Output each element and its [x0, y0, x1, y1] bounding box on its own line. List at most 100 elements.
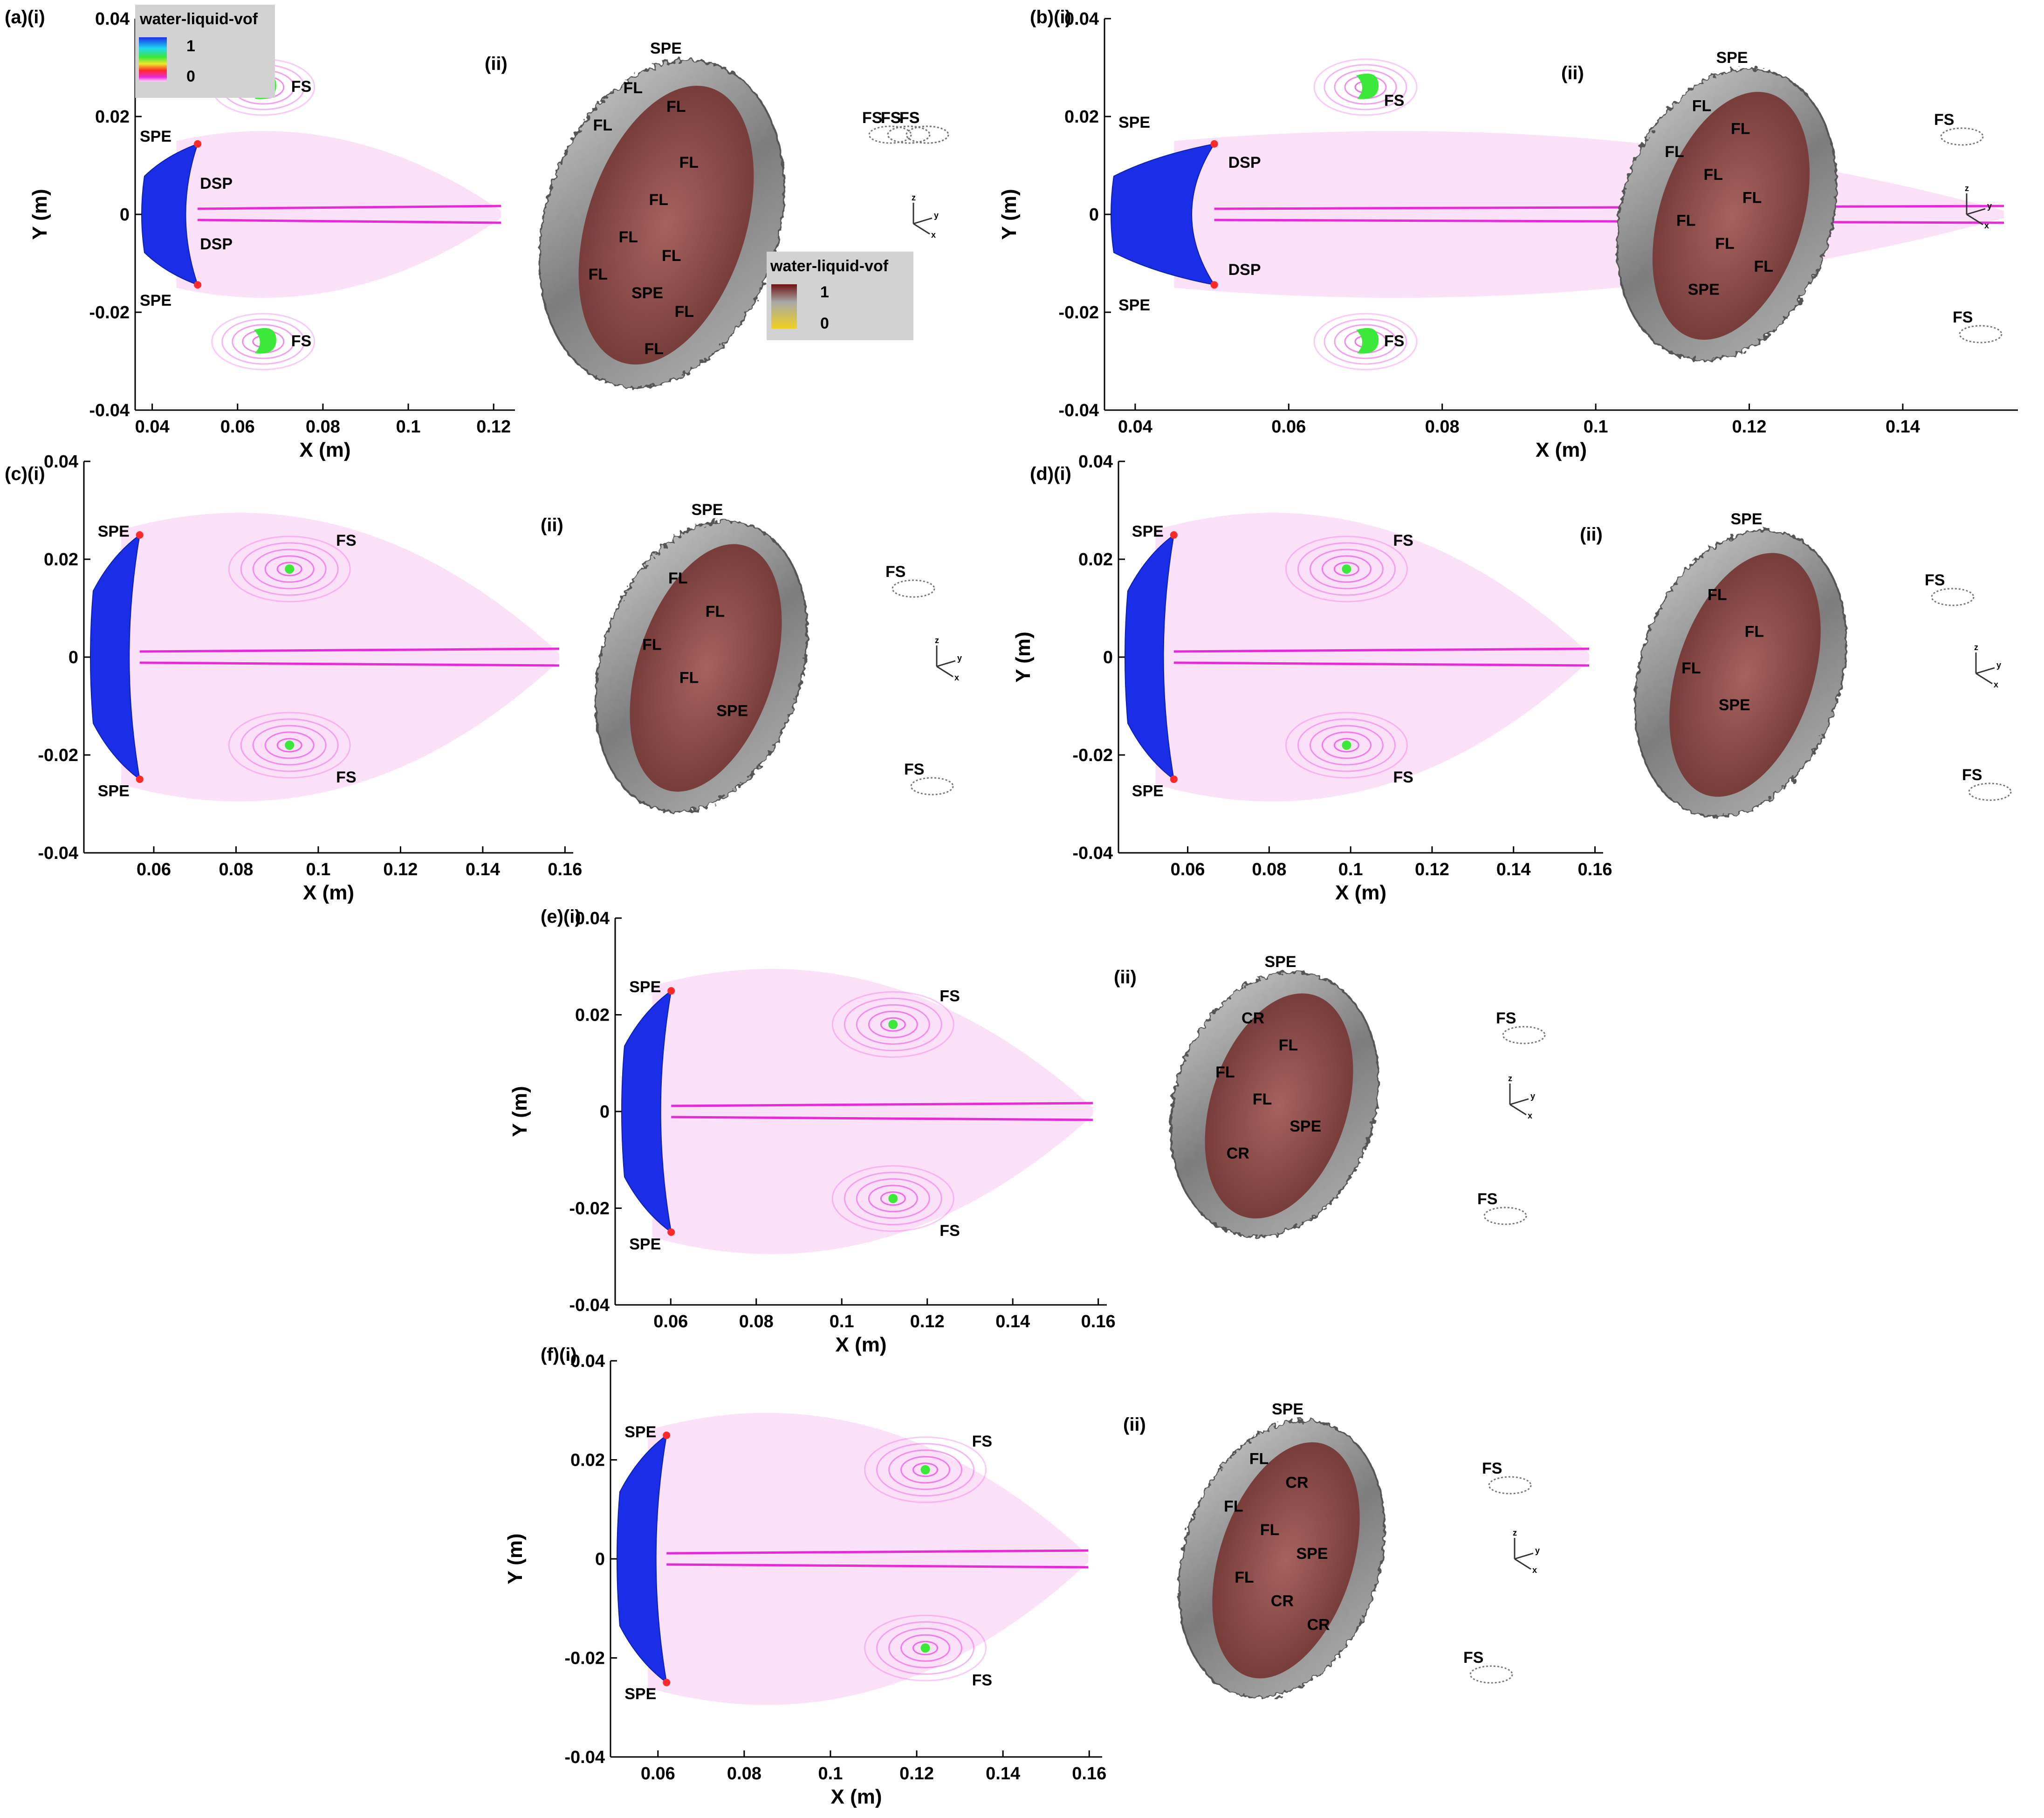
annotation-label-3d: FL [1665, 143, 1684, 161]
annotation-label-2d: SPE [140, 292, 171, 309]
fragment-cloud [1968, 782, 2012, 801]
fragment-cloud [892, 579, 935, 598]
y-tick-label: 0.02 [1078, 550, 1113, 569]
vortex-ring [1324, 64, 1407, 110]
annotation-label-3d: FS [1463, 1649, 1483, 1667]
y-axis-title: Y (m) [998, 189, 1021, 240]
vof-render-3d: (ii) SPE CR FL FL FL SPE CR FS FS z y x [1114, 953, 1546, 1238]
annotation-label-2d: SPE [1118, 296, 1150, 314]
annotation-label-2d: FS [940, 987, 960, 1005]
annotation-label-3d: FL [642, 636, 662, 653]
triad-y-label: y [1530, 1091, 1535, 1101]
wake-region [648, 1413, 1088, 1705]
triad-y-label: y [1535, 1546, 1540, 1555]
edge-spot [136, 531, 144, 539]
annotation-label-3d: FS [1962, 766, 1982, 784]
annotation-label-3d: FS [881, 109, 901, 127]
annotation-label-2d: FS [336, 532, 356, 549]
annotation-label-3d: FL [1731, 120, 1750, 138]
fragment-green [920, 1465, 930, 1475]
triad-x-label: x [1532, 1565, 1537, 1575]
annotation-label-3d: FL [1704, 166, 1723, 184]
annotation-label-3d: FL [679, 669, 699, 687]
triad-x [936, 665, 953, 678]
vortex-ring [264, 731, 315, 759]
vortex-ring [1324, 318, 1407, 365]
vortex-ring [876, 1621, 975, 1675]
annotation-label-3d: FL [1235, 1569, 1254, 1586]
wake-streak [666, 1549, 1089, 1555]
annotation-label-3d: FL [668, 569, 688, 587]
vortex-ring [1321, 731, 1372, 759]
annotation-label-2d: DSP [200, 235, 233, 253]
annotation-label-3d: FL [1692, 97, 1712, 115]
y-tick-label: 0.02 [95, 107, 130, 127]
fragment-green [1356, 328, 1379, 354]
x-tick-label: 0.06 [220, 417, 255, 437]
edge-spot [1170, 531, 1178, 539]
y-tick-label: -0.04 [38, 844, 78, 863]
vortex-ring [276, 562, 302, 576]
vortex-ring [831, 991, 954, 1058]
vortex-ring [856, 1178, 930, 1219]
x-tick-label: 0.16 [1072, 1764, 1106, 1784]
x-tick-label: 0.06 [653, 1312, 688, 1331]
vortex-ring [252, 549, 327, 590]
x-tick-label: 0.12 [476, 417, 511, 437]
droplet-3d-core [1669, 553, 1821, 797]
vof-render-3d: (ii) SPE FL FL FL FL SPE FS FS z y x [541, 501, 962, 813]
fragment-cloud [1483, 1207, 1527, 1225]
y-tick-label: 0 [120, 205, 130, 225]
y-tick-label: 0 [595, 1550, 605, 1569]
wake-streak [139, 647, 560, 653]
x-tick-label: 0.08 [1252, 860, 1286, 879]
coordinate-triad: z y x [1508, 1074, 1535, 1120]
fragment-cloud [868, 125, 912, 144]
x-axis-title: X (m) [836, 1333, 887, 1356]
vortex-ring [1285, 712, 1408, 779]
y-tick-label: -0.02 [38, 746, 78, 765]
annotation-label-2d: FS [291, 78, 311, 96]
fragment-cloud [1931, 588, 1975, 606]
wake-region [652, 968, 1093, 1255]
annotation-label-3d: SPE [1719, 696, 1750, 714]
triad-z-label: z [935, 636, 939, 645]
x-tick-label: 0.08 [727, 1764, 761, 1784]
annotation-label-3d: SPE [1716, 49, 1748, 67]
x-tick-label: 0.06 [137, 860, 171, 879]
annotation-label-2d: DSP [1228, 261, 1261, 279]
panel-label-i: (d)(i) [1030, 464, 1071, 484]
x-tick-label: 0.12 [910, 1312, 945, 1331]
wake-region [1155, 513, 1589, 802]
vortex-ring [1334, 69, 1397, 105]
triad-x-label: x [931, 230, 936, 240]
vortex-ring [844, 997, 942, 1051]
y-tick-label: -0.04 [569, 1296, 610, 1315]
annotation-label-3d: FL [666, 98, 686, 116]
panel-d: (d)(i) 0.06 0.08 0.1 0.12 0.14 0.16 0.04 0.02 0 -0… [1012, 452, 2012, 904]
panel-label-ii: (ii) [1580, 524, 1603, 545]
panel-b: (b)(i)0.04 0.06 0.08 0.1 0.12 0.140.040.020-0… [998, 7, 2018, 461]
y-tick-label: 0.04 [44, 452, 78, 472]
vof-plot-2d: 0.06 0.08 0.1 0.12 0.14 0.16 0.04 0.02 0 -0.02 -0.… [38, 452, 582, 904]
y-tick-label: 0.02 [570, 1451, 605, 1470]
droplet-3d-core [630, 544, 782, 792]
legend-2d-title: water-liquid-vof [139, 10, 258, 28]
y-tick-label: 0.04 [1064, 9, 1099, 29]
panel-c: (c)(i) 0.06 0.08 0.1 0.12 0.14 0.16 0.04 0.02 0 -0… [5, 452, 962, 904]
y-axis-title: Y (m) [1012, 631, 1035, 682]
vortex-ring [1297, 542, 1396, 596]
edge-spot [663, 1431, 671, 1439]
annotation-label-3d: FS [1477, 1190, 1497, 1208]
annotation-label-3d: FL [1745, 623, 1764, 640]
fragment-cloud [1488, 1476, 1532, 1495]
annotation-label-3d: FL [1253, 1091, 1272, 1108]
vortex-ring [880, 1017, 906, 1032]
wake-streak [666, 1563, 1089, 1569]
wake-streak [1173, 647, 1590, 653]
vortex-ring [276, 738, 302, 753]
y-tick-label: 0 [1089, 205, 1099, 225]
droplet-blue [1111, 143, 1215, 286]
